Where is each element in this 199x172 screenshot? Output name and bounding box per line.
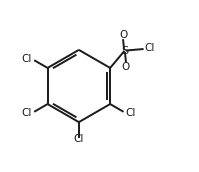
Text: Cl: Cl (22, 54, 32, 64)
Text: O: O (119, 30, 127, 40)
Text: S: S (121, 46, 128, 56)
Text: Cl: Cl (22, 108, 32, 118)
Text: Cl: Cl (74, 134, 84, 144)
Text: Cl: Cl (126, 108, 136, 118)
Text: O: O (122, 62, 130, 72)
Text: Cl: Cl (144, 43, 155, 53)
